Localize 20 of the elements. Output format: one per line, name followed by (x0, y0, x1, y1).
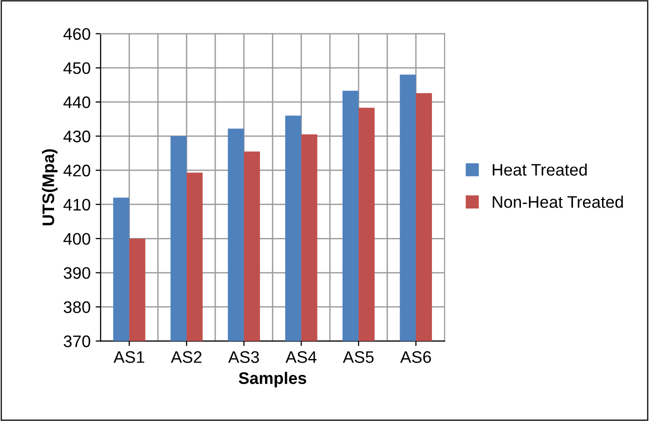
legend-label: Non-Heat Treated (492, 196, 623, 208)
x-tick-label: AS1 (114, 351, 144, 363)
x-tick-label: AS6 (400, 351, 431, 363)
legend-label: Heat Treated (492, 163, 587, 176)
y-tick-label: 460 (63, 28, 90, 40)
y-tick-label: 370 (64, 335, 90, 348)
y-tick-label: 390 (64, 267, 90, 279)
y-tick-label: 420 (63, 164, 90, 176)
y-tick-label: 440 (63, 96, 90, 108)
y-tick-label: 430 (63, 130, 90, 142)
x-axis-title: Samples (238, 372, 306, 388)
x-tick-label: AS5 (342, 351, 374, 363)
x-tick-label: AS2 (170, 351, 202, 363)
y-tick-label: 400 (63, 232, 90, 245)
x-tick-label: AS3 (228, 351, 259, 363)
y-tick-label: 450 (63, 62, 90, 74)
x-tick-label: AS4 (286, 351, 317, 363)
y-tick-label: 380 (64, 301, 90, 314)
y-axis-title: UTS(Mpa) (42, 149, 58, 226)
y-tick-label: 410 (63, 198, 90, 211)
